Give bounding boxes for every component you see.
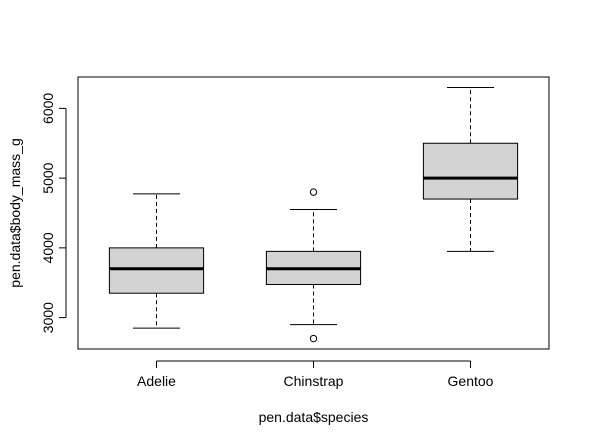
outlier-point: [309, 188, 318, 196]
outlier-point: [309, 334, 318, 343]
box-gentoo: [422, 86, 519, 252]
y-tick-label: 6000: [40, 93, 56, 124]
y-tick-label: 5000: [40, 162, 56, 193]
plot-area: [108, 86, 519, 343]
x-tick-label: Adelie: [137, 373, 176, 389]
x-tick-label: Chinstrap: [284, 373, 344, 389]
iqr-box: [422, 142, 519, 200]
plot-frame: [77, 76, 550, 350]
y-tick-label: 3000: [40, 302, 56, 333]
y-axis-label: pen.data$body_mass_g: [7, 138, 23, 287]
x-axis-label: pen.data$species: [259, 409, 369, 425]
x-tick-label: Gentoo: [448, 373, 494, 389]
box-adelie: [108, 193, 205, 329]
box-chinstrap: [265, 188, 362, 343]
y-tick-label: 4000: [40, 232, 56, 263]
x-axis: Adelie Chinstrap Gentoo: [137, 360, 494, 389]
iqr-box: [108, 247, 205, 294]
y-axis: 3000 4000 5000 6000: [40, 93, 67, 333]
